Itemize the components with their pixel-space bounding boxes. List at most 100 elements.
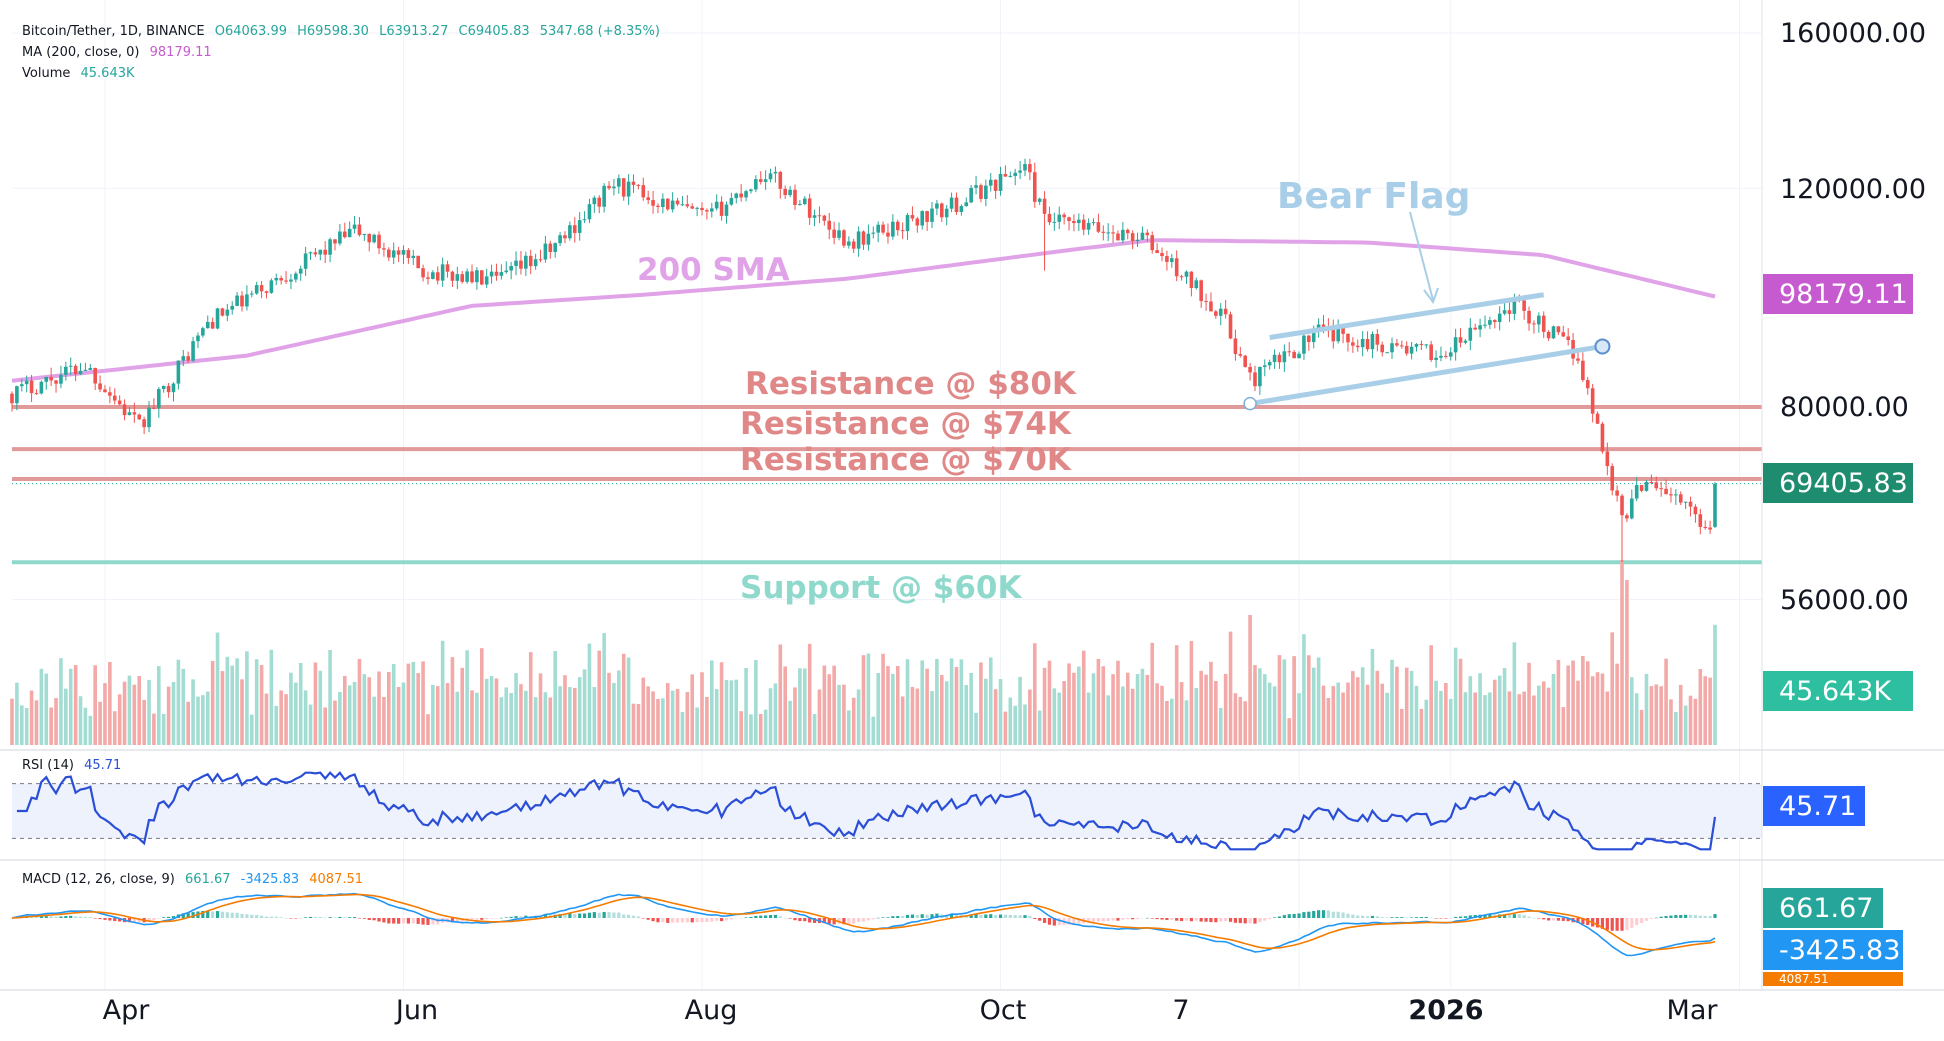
macd-hist-294	[1449, 918, 1453, 919]
macd-hist-309	[1522, 915, 1526, 918]
candle-body-282	[1390, 343, 1394, 353]
macd-hist-59	[299, 918, 303, 919]
volume-bar-192	[949, 658, 954, 745]
candle-body-276	[1360, 339, 1365, 348]
candle-body-305	[1502, 310, 1507, 314]
volume-bar-307	[1512, 642, 1517, 745]
volume-bar-72	[362, 674, 367, 745]
macd-hist-298	[1468, 915, 1472, 918]
candle-body-327	[1610, 466, 1615, 491]
volume-bar-58	[294, 682, 298, 745]
candle-body-235	[1160, 253, 1164, 257]
volume-bar-322	[1585, 661, 1590, 745]
candle-body-255	[1258, 366, 1262, 387]
resistance-74k-annotation[interactable]: Resistance @ $74K	[740, 406, 1071, 442]
volume-bar-2	[19, 705, 24, 745]
macd-hist-103	[514, 916, 518, 918]
legend-macd[interactable]: MACD (12, 26, close, 9) 661.67 -3425.83 …	[22, 872, 369, 887]
volume-bar-52	[264, 693, 269, 745]
macd-hist-266	[1312, 910, 1316, 918]
legend-symbol[interactable]: Bitcoin/Tether, 1D, BINANCE	[22, 24, 205, 39]
candle-body-168	[832, 229, 836, 238]
macd-hist-104	[519, 916, 523, 918]
volume-bar-116	[577, 677, 582, 745]
resistance-70k-annotation[interactable]: Resistance @ $70K	[740, 442, 1071, 478]
sma200-line	[11, 238, 1716, 383]
candle-body-172	[851, 241, 856, 249]
volume-bar-217	[1072, 672, 1076, 745]
bear-flag-lines[interactable]	[1243, 211, 1611, 411]
candle-body-334	[1644, 482, 1649, 491]
resistance-80k-annotation[interactable]: Resistance @ $80K	[745, 366, 1076, 402]
legend-rsi-label: RSI (14)	[22, 758, 74, 773]
legend-ma[interactable]: MA (200, close, 0) 98179.11	[22, 45, 218, 60]
support-60k-annotation[interactable]: Support @ $60K	[740, 570, 1022, 606]
volume-bar-63	[318, 670, 323, 745]
price-axis-label-160000: 160000.00	[1780, 18, 1927, 49]
macd-hist-185	[915, 914, 919, 918]
volume-bar-96	[479, 648, 484, 745]
macd-hist-21	[113, 918, 117, 922]
candle-body-290	[1429, 344, 1433, 360]
macd-hist-10	[59, 916, 63, 918]
macd-hist-153	[759, 915, 763, 918]
candle-body-163	[807, 198, 812, 218]
volume-bar-189	[935, 658, 939, 745]
candle-body-173	[856, 231, 861, 249]
candle-body-281	[1385, 352, 1389, 354]
volume-bar-122	[607, 672, 611, 745]
volume-bar-82	[411, 661, 416, 745]
volume-bar-60	[303, 690, 308, 745]
candle-body-111	[553, 243, 557, 252]
volume-bar-320	[1576, 680, 1580, 745]
volume-bar-221	[1091, 673, 1096, 745]
volume-bar-71	[357, 658, 362, 745]
volume-bar-144	[714, 689, 719, 745]
volume-bar-103	[514, 673, 518, 745]
macd-hist-95	[475, 918, 479, 920]
volume-bar-101	[504, 687, 509, 745]
volume-bar-90	[450, 657, 455, 745]
sma-annotation[interactable]: 200 SMA	[637, 252, 790, 288]
legend-volume[interactable]: Volume 45.643K	[22, 66, 141, 81]
volume-bar-5	[34, 700, 39, 745]
candle-body-144	[714, 201, 719, 209]
volume-bar-111	[553, 651, 557, 745]
volume-bar-118	[587, 643, 592, 745]
candle-body-289	[1424, 344, 1429, 346]
volume-bar-249	[1228, 631, 1233, 745]
volume-bar-186	[920, 660, 925, 745]
volume-bar-21	[112, 711, 117, 745]
macd-hist-290	[1429, 917, 1433, 919]
macd-hist-251	[1238, 918, 1242, 924]
volume-bar-172	[851, 697, 856, 745]
candle-body-45	[230, 305, 235, 310]
horizontal-levels[interactable]	[12, 405, 1762, 565]
volume-bar-117	[582, 669, 587, 745]
macd-hist-285	[1405, 917, 1409, 919]
legend-rsi[interactable]: RSI (14) 45.71	[22, 758, 127, 773]
volume-bar-11	[64, 688, 68, 745]
candle-body-75	[377, 234, 381, 249]
candle-body-191	[944, 208, 949, 218]
volume-bar-107	[533, 697, 538, 745]
macd-hist-13	[74, 916, 78, 918]
volume-bar-255	[1258, 668, 1262, 745]
macd-pane	[10, 892, 1717, 957]
macd-hist-98	[489, 918, 494, 919]
volume-bar-180	[891, 673, 895, 745]
candle-body-109	[543, 243, 548, 260]
volume-bar-143	[709, 660, 714, 745]
volume-bar-38	[196, 696, 200, 745]
candle-body-317	[1561, 332, 1566, 337]
volume-bar-268	[1321, 685, 1326, 745]
candle-body-74	[372, 234, 376, 243]
candle-body-200	[988, 179, 993, 186]
macd-hist-329	[1620, 918, 1624, 931]
hist-box: 4087.51	[1763, 972, 1903, 986]
bear-flag-annotation[interactable]: Bear Flag	[1277, 176, 1471, 217]
candle-body-228	[1125, 229, 1130, 234]
candle-body-26	[137, 414, 142, 420]
candle-body-248	[1223, 308, 1228, 315]
